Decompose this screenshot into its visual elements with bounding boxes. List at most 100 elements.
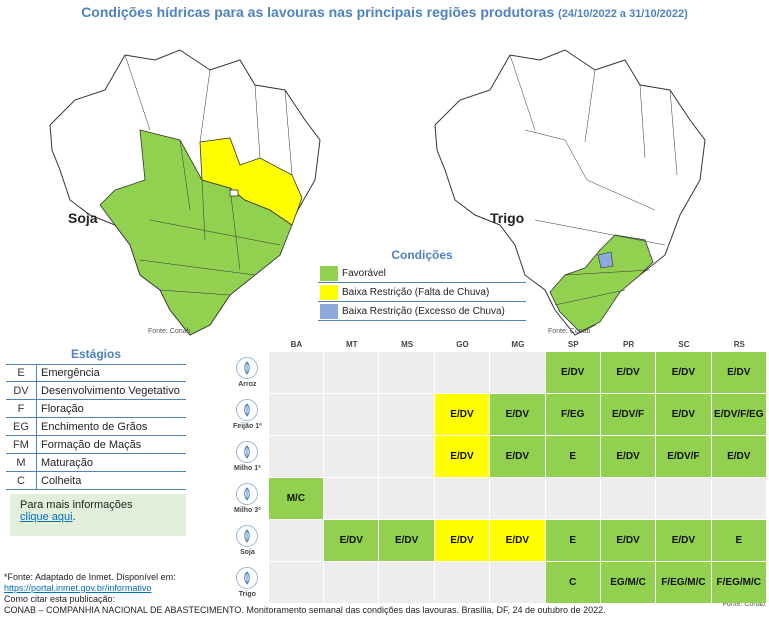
grid-cell: EG/M/C xyxy=(600,562,656,603)
wheat-icon xyxy=(236,567,259,589)
stage-code: F xyxy=(17,402,25,415)
corn-icon xyxy=(236,483,259,505)
stage-row: EG Enchimento de Grãos xyxy=(6,418,186,436)
grid-row: Feijão 1ª E/DV E/DV F/EG E/DV/F E/DV E/DV/F/EG xyxy=(226,394,767,435)
grid-cell xyxy=(656,478,711,519)
state-header: MT xyxy=(345,340,358,349)
grid-cell xyxy=(379,478,434,519)
stage-row: M Maturação xyxy=(6,454,186,472)
stage-name: Desenvolvimento Vegetativo xyxy=(36,382,186,399)
grid-cell: E/DV xyxy=(490,436,545,477)
table-source: Fonte: Conab xyxy=(722,601,765,608)
grid-cell: E/DV xyxy=(656,352,711,393)
footnotes: *Fonte: Adaptado de Inmet. Disponível em… xyxy=(4,572,606,616)
grid-cell xyxy=(268,436,324,477)
footnote-link[interactable]: https://portal.inmet.gov.br/informativo xyxy=(4,583,152,593)
grid-row: Soja E/DV E/DV E/DV E/DV E E/DV E/DV E xyxy=(226,520,767,561)
state-header: MS xyxy=(401,340,414,349)
grid-cell: E/DV xyxy=(324,520,379,561)
rice-icon xyxy=(236,357,259,379)
grid-cell xyxy=(711,478,766,519)
grid-cell: F/EG/M/C xyxy=(656,562,711,603)
grid-rows: Arroz E/DV E/DV E/DV E/DV Feijão 1ª E/DV E/DV F/… xyxy=(226,352,767,603)
grid-cell: E/DV xyxy=(434,394,490,435)
stage-code: EG xyxy=(13,420,29,433)
grid-cell: E/DV xyxy=(545,352,600,393)
grid-cell: E/DV xyxy=(600,352,656,393)
footnote-citation: CONAB – COMPANHIA NACIONAL DE ABASTECIME… xyxy=(4,605,606,615)
title-dates: (24/10/2022 a 31/10/2022) xyxy=(558,8,688,20)
grid-cell xyxy=(600,478,656,519)
info-box: Para mais informações clique aqui. xyxy=(10,494,186,536)
soja-map-source: Fonte: Conab xyxy=(148,328,191,335)
grid-cell: F/EG xyxy=(545,394,600,435)
stage-code: M xyxy=(16,456,26,469)
stage-code: FM xyxy=(13,438,29,451)
crop-cell: Feijão 1ª xyxy=(226,394,269,435)
grid-cell xyxy=(434,352,490,393)
stage-code: DV xyxy=(13,384,29,397)
grid-row: Trigo C EG/M/C F/EG/M/C F/EG/M/C xyxy=(226,562,767,603)
crop-name: Milho 1ª xyxy=(234,465,261,472)
grid-cell: C xyxy=(545,562,600,603)
grid-cell: E/DV xyxy=(656,394,711,435)
stage-code: C xyxy=(17,474,25,487)
legend-label: Baixa Restrição (Excesso de Chuva) xyxy=(342,305,505,317)
crop-cell: Milho 3ª xyxy=(226,478,269,519)
grid-cell xyxy=(434,478,490,519)
grid-cell: E xyxy=(711,520,766,561)
legend-swatch-favorable xyxy=(320,265,338,281)
stage-row: DV Desenvolvimento Vegetativo xyxy=(6,382,186,400)
conditions-grid: BA MT MS GO MG SP PR SC RS Arroz E/DV E/DV… xyxy=(226,340,767,603)
trigo-map-drawing xyxy=(434,49,706,336)
soja-map-label: Soja xyxy=(68,210,98,226)
stage-row: F Floração xyxy=(6,400,186,418)
crop-name: Feijão 1ª xyxy=(233,423,262,430)
grid-cell xyxy=(324,436,379,477)
grid-cell: E xyxy=(545,520,600,561)
grid-cell xyxy=(268,352,324,393)
grid-row: Milho 3ª M/C xyxy=(226,478,767,519)
grid-cell: E xyxy=(545,436,600,477)
info-link[interactable]: clique aqui xyxy=(20,511,73,523)
stages-title: Estágios xyxy=(70,347,121,361)
grid-cell: E/DV xyxy=(490,394,545,435)
legend-item: Favorável xyxy=(318,264,526,283)
trigo-map: Trigo Fonte: Conab xyxy=(415,30,745,340)
crop-name: Trigo xyxy=(238,591,256,598)
stage-name: Emergência xyxy=(36,365,186,381)
grid-cell: E/DV xyxy=(711,436,766,477)
grid-cell: E/DV xyxy=(379,520,434,561)
bean-icon xyxy=(236,399,259,421)
grid-cell xyxy=(490,478,545,519)
grid-header-spacer xyxy=(226,340,269,351)
state-header: BA xyxy=(290,340,303,349)
stage-name: Colheita xyxy=(36,472,186,489)
grid-cell xyxy=(324,478,379,519)
legend-title: Condições xyxy=(391,248,453,262)
crop-name: Arroz xyxy=(238,381,257,388)
trigo-map-label: Trigo xyxy=(490,210,525,226)
legend-label: Baixa Restrição (Falta de Chuva) xyxy=(342,286,490,298)
grid-header: BA MT MS GO MG SP PR SC RS xyxy=(226,340,767,351)
grid-cell: E/DV xyxy=(600,436,656,477)
info-text: Para mais informações xyxy=(20,499,133,511)
crop-name: Milho 3ª xyxy=(234,507,261,514)
stage-name: Floração xyxy=(36,400,186,417)
soybean-icon xyxy=(236,525,259,547)
crop-cell: Milho 1ª xyxy=(226,436,269,477)
legend-label: Favorável xyxy=(342,267,386,279)
soja-map-drawing xyxy=(49,49,321,336)
crop-cell: Soja xyxy=(226,520,269,561)
grid-cell xyxy=(324,352,379,393)
footnote-source: *Fonte: Adaptado de Inmet. Disponível em… xyxy=(4,572,176,582)
grid-cell xyxy=(324,562,379,603)
info-period: . xyxy=(72,511,76,523)
state-header: PR xyxy=(623,340,635,349)
state-header: SP xyxy=(567,340,579,349)
grid-cell: E/DV/F xyxy=(656,436,711,477)
soja-map: Soja Fonte: Conab xyxy=(30,30,330,340)
stages-legend: Estágios E Emergência DV Desenvolvimento… xyxy=(6,347,186,490)
grid-cell: E/DV xyxy=(656,520,711,561)
corn-icon xyxy=(236,441,259,463)
